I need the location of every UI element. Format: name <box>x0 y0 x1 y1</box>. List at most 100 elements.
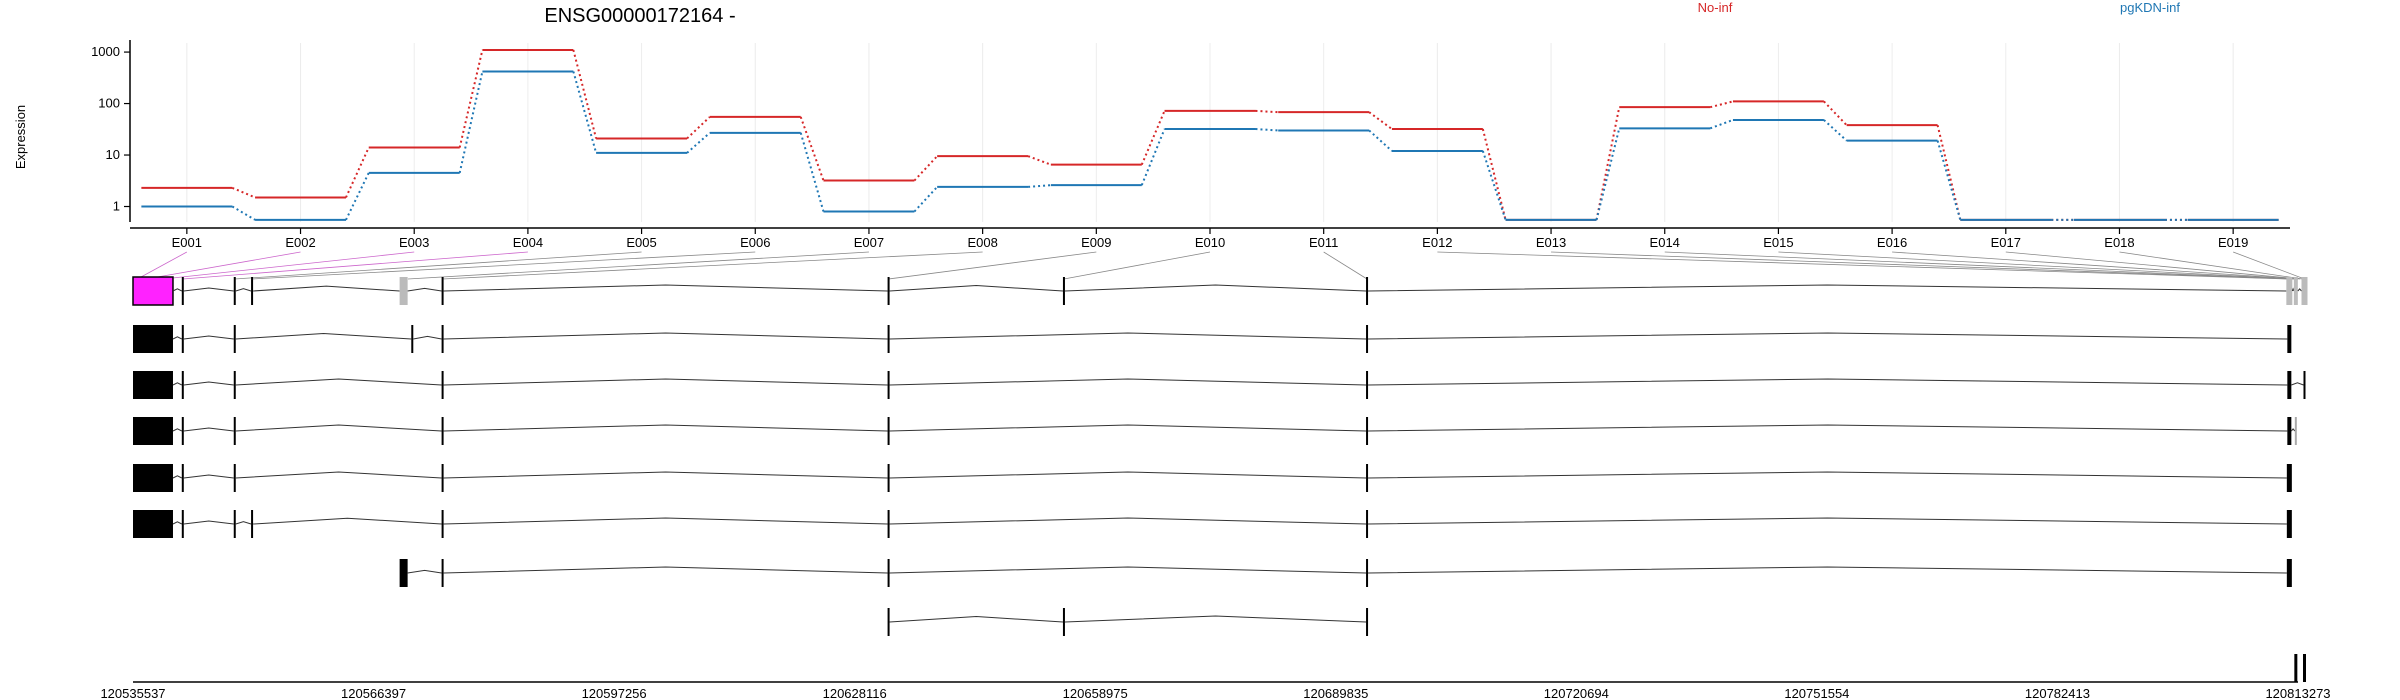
exon-block <box>2287 371 2292 399</box>
x-tick-label: E011 <box>1309 235 1338 250</box>
data-connector <box>1823 100 1848 126</box>
exon-block <box>887 510 890 538</box>
data-connector <box>572 49 598 139</box>
exon-block <box>233 510 236 538</box>
intron-line <box>183 520 234 525</box>
intron-line <box>1064 615 1367 623</box>
intron-line <box>1368 424 2288 432</box>
data-connector <box>345 172 370 221</box>
data-connector <box>1595 128 1621 221</box>
intron-line <box>889 471 1367 479</box>
exon-block-first <box>133 371 173 399</box>
exon-block <box>2294 417 2297 445</box>
exon-block <box>2287 325 2292 353</box>
intron-line <box>1368 566 2287 574</box>
transcript-row <box>133 371 2306 399</box>
data-connector <box>1595 106 1621 221</box>
exon-connector-line <box>1323 251 1368 280</box>
data-connector <box>231 205 256 221</box>
genomic-tick-label: 120689835 <box>1303 686 1368 700</box>
exon-connector-line <box>2119 251 2303 280</box>
exon-connector-line <box>407 251 869 280</box>
exon-block <box>233 417 236 445</box>
intron-line <box>407 569 442 574</box>
intron-line <box>889 378 1367 386</box>
grid <box>186 43 2234 222</box>
exon-block <box>233 371 236 399</box>
intron-line <box>183 335 234 340</box>
intron-line <box>183 381 234 386</box>
data-connector <box>1255 128 1279 132</box>
intron-line <box>1368 517 2287 525</box>
exon-connector-line <box>1778 251 2296 280</box>
data-connector <box>1936 140 1962 221</box>
intron-line <box>172 382 183 386</box>
x-tick-label: E002 <box>285 235 315 250</box>
exon-block <box>1366 608 1369 636</box>
exon-block <box>441 277 444 305</box>
x-tick-label: E004 <box>513 235 543 250</box>
data-connector <box>458 71 484 174</box>
exon-block <box>2302 654 2306 682</box>
exon-block <box>1366 277 1369 305</box>
intron-line <box>183 287 234 292</box>
series-pgkdn-inf <box>141 70 2279 221</box>
x-tick-label: E017 <box>1991 235 2021 250</box>
genomic-tick-label: 120720694 <box>1544 686 1609 700</box>
x-tick-label: E005 <box>626 235 656 250</box>
transcript-row <box>133 417 2297 445</box>
genomic-tick-label: 120535537 <box>100 686 165 700</box>
exon-block <box>887 277 890 305</box>
data-connector <box>1481 150 1507 221</box>
exon-block <box>1366 559 1369 587</box>
transcript-row <box>133 464 2292 492</box>
y-tick-label: 100 <box>98 96 120 111</box>
exon-block <box>441 325 444 353</box>
exon-block <box>1062 608 1065 636</box>
intron-line <box>443 566 888 574</box>
intron-line <box>413 335 442 340</box>
legend: No-inf pgKDN-inf <box>1698 0 2181 15</box>
data-connector <box>1709 119 1734 130</box>
exon-block <box>887 325 890 353</box>
intron-line <box>443 424 888 432</box>
exon-block <box>181 325 184 353</box>
y-tick-label: 1 <box>113 199 120 214</box>
genomic-tick-label: 120813273 <box>2265 686 2330 700</box>
intron-line <box>889 285 1063 292</box>
exon-connector-line <box>442 251 983 280</box>
intron-line <box>172 336 183 340</box>
exon-connector-line <box>182 251 528 280</box>
transcript-row <box>133 325 2292 353</box>
intron-line <box>183 427 234 432</box>
genomic-tick-label: 120751554 <box>1784 686 1849 700</box>
x-tick-label: E015 <box>1763 235 1793 250</box>
data-connector <box>1027 155 1052 166</box>
series-lines <box>141 48 2279 221</box>
exon-block <box>2286 464 2292 492</box>
data-connector <box>1481 128 1507 221</box>
x-tick-label: E014 <box>1650 235 1680 250</box>
intron-line <box>443 517 888 525</box>
data-connector <box>458 49 484 148</box>
exon-block <box>887 371 890 399</box>
intron-line <box>235 288 252 292</box>
exon-block <box>181 417 184 445</box>
x-tick-label: E010 <box>1195 235 1225 250</box>
exon-block <box>399 559 408 587</box>
transcript-row <box>132 276 2308 306</box>
intron-line <box>235 424 442 432</box>
intron-line <box>253 517 442 525</box>
transcript-row <box>887 608 1369 636</box>
data-connector <box>686 116 711 140</box>
exon-block-first <box>133 417 173 445</box>
exon-block <box>399 277 408 305</box>
exon-block <box>1366 510 1369 538</box>
data-connector <box>1028 184 1051 188</box>
exon-block <box>887 417 890 445</box>
intron-line <box>2290 428 2296 432</box>
intron-line <box>889 566 1367 574</box>
x-tick-label: E018 <box>2104 235 2134 250</box>
exon-block <box>1366 417 1369 445</box>
x-tick-label: E006 <box>740 235 770 250</box>
